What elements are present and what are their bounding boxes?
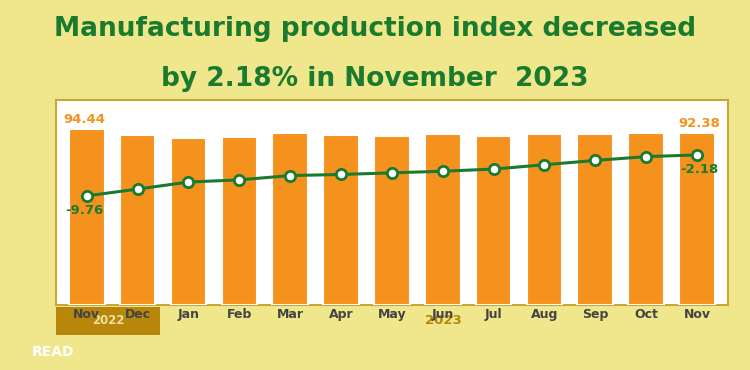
Point bbox=[691, 152, 703, 158]
Bar bbox=[578, 134, 613, 305]
Text: YOY(%): YOY(%) bbox=[649, 111, 701, 124]
Bar bbox=[323, 135, 358, 305]
Text: by 2.18% in November  2023: by 2.18% in November 2023 bbox=[161, 66, 589, 92]
Text: 2022: 2022 bbox=[92, 314, 124, 327]
Point bbox=[386, 170, 398, 176]
Point bbox=[335, 172, 347, 178]
Bar bbox=[476, 136, 512, 305]
Bar bbox=[120, 135, 155, 305]
Text: Manufacturing production index decreased: Manufacturing production index decreased bbox=[54, 16, 696, 42]
Text: -9.76: -9.76 bbox=[65, 204, 104, 217]
Point bbox=[640, 154, 652, 159]
Bar bbox=[374, 136, 410, 305]
Bar bbox=[221, 137, 257, 305]
Text: READ: READ bbox=[32, 346, 74, 359]
Bar bbox=[56, 307, 160, 335]
Point bbox=[284, 172, 296, 178]
FancyBboxPatch shape bbox=[62, 105, 155, 130]
Bar bbox=[526, 134, 562, 305]
Bar bbox=[425, 134, 460, 305]
Point bbox=[131, 186, 143, 192]
Bar bbox=[69, 129, 104, 305]
Point bbox=[233, 177, 245, 183]
FancyBboxPatch shape bbox=[628, 105, 722, 130]
Bar bbox=[680, 133, 715, 305]
Point bbox=[488, 166, 500, 172]
Text: 94.44: 94.44 bbox=[63, 113, 105, 126]
Bar bbox=[272, 132, 308, 305]
Text: 92.38: 92.38 bbox=[679, 117, 721, 130]
Bar bbox=[628, 132, 664, 305]
Point bbox=[436, 168, 448, 174]
Point bbox=[590, 158, 602, 164]
Point bbox=[81, 193, 93, 199]
Point bbox=[538, 162, 550, 168]
Bar bbox=[171, 138, 206, 305]
Text: 2023: 2023 bbox=[425, 314, 462, 327]
Point bbox=[182, 179, 194, 185]
Text: 2021=100: 2021=100 bbox=[73, 111, 145, 124]
Text: -2.18: -2.18 bbox=[680, 163, 718, 176]
